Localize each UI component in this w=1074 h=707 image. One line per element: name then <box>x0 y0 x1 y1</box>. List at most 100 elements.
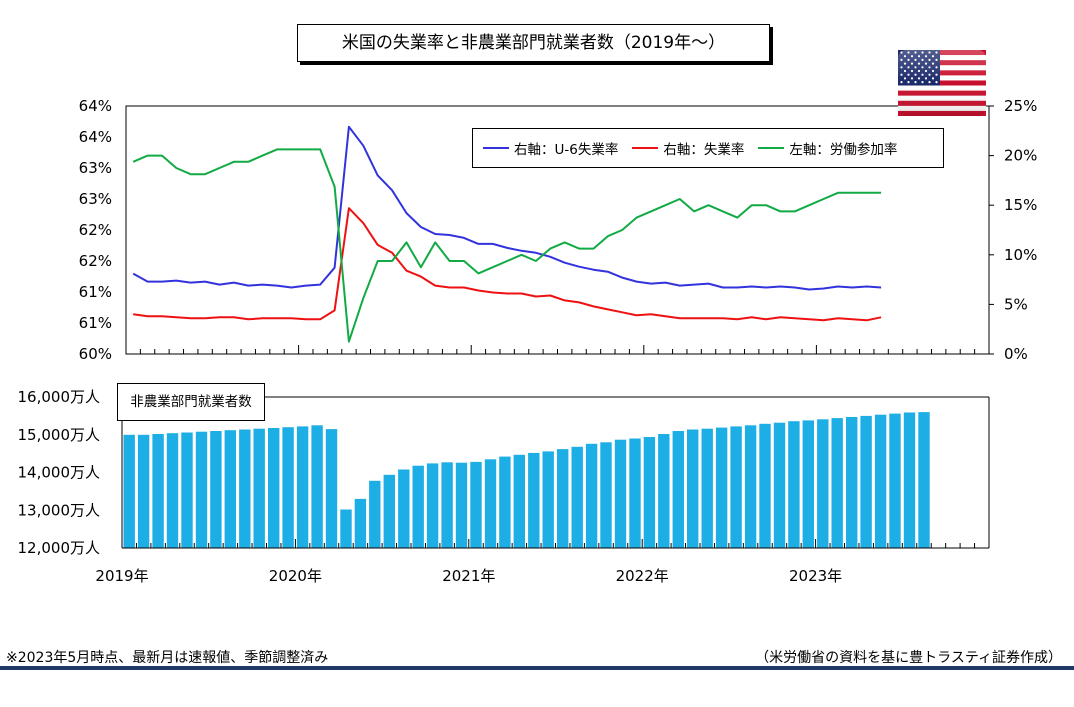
employment-bar <box>383 474 395 548</box>
employment-bar <box>629 438 641 548</box>
employment-bar <box>918 412 930 548</box>
left-axis-tick-label: 63% <box>79 190 112 208</box>
legend-label-unemployment: 右軸：失業率 <box>663 142 745 158</box>
legend-label-u6: 右軸：U-6失業率 <box>514 142 619 158</box>
right-axis-tick-label: 0% <box>1004 345 1028 363</box>
employment-bar <box>831 418 843 548</box>
employment-bar <box>643 437 656 548</box>
footer-source: （米労働省の資料を基に豊トラスティ証券作成） <box>755 650 1062 666</box>
employment-bar <box>398 469 410 548</box>
employment-bar <box>470 461 482 548</box>
left-axis-tick-label: 64% <box>79 128 112 146</box>
us-flag-icon <box>898 50 986 117</box>
employment-bar <box>311 425 323 548</box>
legend-item-unemployment: 右軸：失業率 <box>632 138 744 158</box>
employment-bar <box>802 420 814 548</box>
employment-bar <box>744 425 757 548</box>
right-axis-tick-label: 10% <box>1004 246 1037 264</box>
employment-bar <box>426 463 439 548</box>
employment-chart-label: 非農業部門就業者数 <box>117 383 265 421</box>
x-axis-year-label: 2019年 <box>95 567 148 585</box>
footer-divider <box>0 666 1074 670</box>
employment-bar <box>817 419 829 548</box>
employment-bar <box>412 465 424 548</box>
legend-swatch-u6 <box>483 147 509 149</box>
employment-bar <box>730 426 742 548</box>
top-line-chart: 60% 61% 61% 62% 62% 63% 63% 64% 64% 0% 5% 10% 15% 20%… <box>79 97 1038 363</box>
right-axis-tick-label: 5% <box>1004 295 1028 313</box>
employment-bar <box>282 427 294 548</box>
employment-bar <box>759 423 771 548</box>
employment-bar <box>166 433 179 548</box>
left-axis-tick-label: 62% <box>79 221 112 239</box>
left-axis-tick-label: 60% <box>79 345 112 363</box>
employment-bar <box>788 421 800 548</box>
employment-bar <box>210 431 222 548</box>
legend-swatch-unemployment <box>632 147 659 149</box>
x-axis-year-label: 2022年 <box>616 567 669 585</box>
left-axis-tick-label: 63% <box>79 159 112 177</box>
x-axis-year-label: 2021年 <box>442 567 495 585</box>
employment-bar <box>123 434 135 549</box>
employment-bar <box>701 428 713 548</box>
employment-bar <box>658 434 670 548</box>
bar-y-tick-label: 14,000万人 <box>18 464 101 482</box>
chart-legend: 右軸：U-6失業率 右軸：失業率 左軸：労働参加率 <box>472 128 944 168</box>
employment-bar <box>687 429 699 548</box>
employment-bar <box>137 434 150 549</box>
legend-item-participation: 左軸：労働参加率 <box>758 138 897 158</box>
employment-bar <box>296 426 309 548</box>
bar-y-tick-label: 13,000万人 <box>18 501 101 519</box>
employment-bar <box>600 442 612 548</box>
bar-y-tick-label: 16,000万人 <box>18 388 101 406</box>
x-axis-year-label: 2023年 <box>789 567 842 585</box>
employment-bar <box>354 498 367 548</box>
bar-y-tick-label: 12,000万人 <box>18 539 101 557</box>
employment-bar <box>846 417 858 548</box>
employment-bar <box>325 429 338 548</box>
left-axis-tick-label: 61% <box>79 283 112 301</box>
employment-bar <box>542 451 554 548</box>
legend-swatch-participation <box>758 147 785 149</box>
employment-bar <box>860 415 872 548</box>
employment-bar <box>340 509 352 548</box>
right-axis-tick-label: 25% <box>1004 97 1037 115</box>
employment-bar-chart: 12,000万人 13,000万人 14,000万人 15,000万人 16,000万人… <box>18 388 990 585</box>
left-axis-tick-label: 61% <box>79 314 112 332</box>
unemployment-line <box>133 207 882 322</box>
footer-note: ※2023年5月時点、最新月は速報値、季節調整済み <box>6 650 329 666</box>
left-axis-tick-label: 62% <box>79 252 112 270</box>
employment-bar <box>253 428 265 548</box>
employment-bar <box>557 449 569 548</box>
chart-title: 米国の失業率と非農業部門就業者数（2019年～） <box>297 24 770 62</box>
employment-bar <box>585 443 598 548</box>
employment-bar <box>571 446 583 548</box>
employment-bar <box>441 462 453 548</box>
employment-bar <box>773 422 786 548</box>
employment-bar <box>614 439 627 548</box>
employment-bar <box>152 434 164 548</box>
employment-bar <box>224 430 236 548</box>
employment-bar <box>903 412 916 548</box>
employment-bar <box>369 480 381 548</box>
employment-bar <box>455 462 468 548</box>
employment-bar <box>874 414 887 548</box>
employment-bar <box>513 454 525 548</box>
employment-bar <box>268 428 280 548</box>
legend-item-u6: 右軸：U-6失業率 <box>483 138 618 158</box>
employment-bar <box>499 456 511 548</box>
employment-bar <box>484 459 497 548</box>
x-axis-year-label: 2020年 <box>269 567 322 585</box>
participation-line <box>132 148 882 343</box>
left-axis-tick-label: 64% <box>79 97 112 115</box>
employment-bar <box>672 431 684 548</box>
employment-bar <box>715 427 728 548</box>
employment-bar <box>528 452 540 548</box>
employment-bar <box>181 432 193 548</box>
right-axis-tick-label: 20% <box>1004 147 1037 165</box>
employment-bar <box>195 431 208 548</box>
bar-y-tick-label: 15,000万人 <box>18 426 101 444</box>
right-axis-tick-label: 15% <box>1004 196 1037 214</box>
legend-label-participation: 左軸：労働参加率 <box>789 142 898 158</box>
